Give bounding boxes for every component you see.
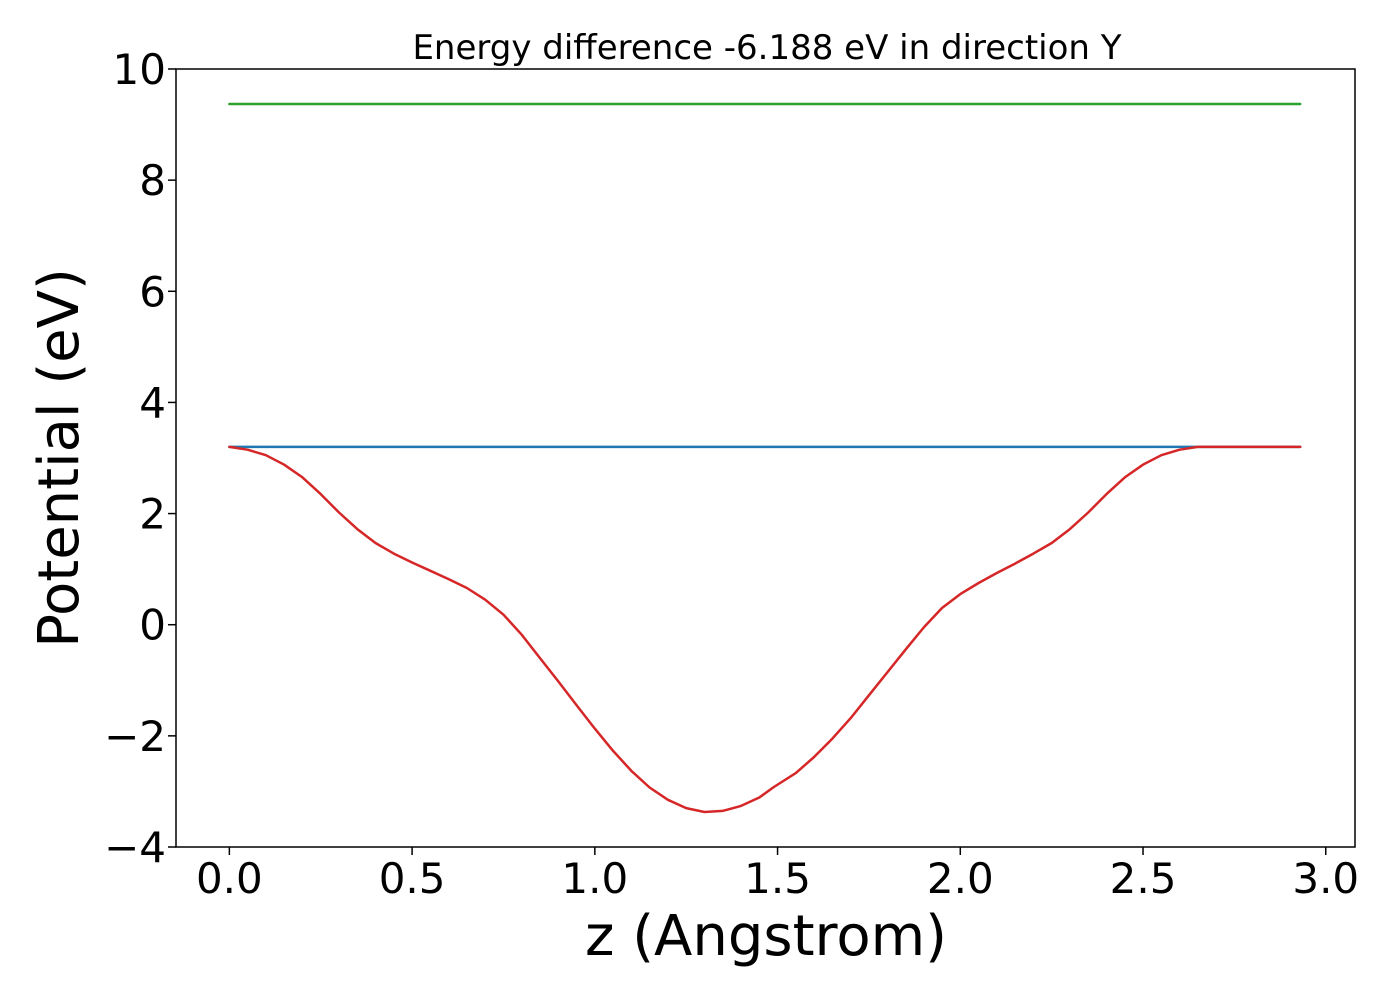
x-tick-label: 0.0 [196, 854, 263, 903]
x-tick-label: 2.5 [1110, 854, 1177, 903]
x-tick-label: 1.5 [744, 854, 811, 903]
plot-frame [175, 68, 1356, 848]
x-tick-label: 3.0 [1292, 854, 1359, 903]
x-tick-label: 0.5 [379, 854, 446, 903]
x-axis-ticks: 0.0 0.5 1.0 1.5 2.0 2.5 3.0 [196, 847, 1359, 903]
y-tick-label: 4 [139, 378, 166, 427]
y-axis-label: Potential (eV) [27, 268, 92, 648]
chart-title: Energy difference -6.188 eV in direction… [412, 28, 1121, 68]
x-axis-label: z (Angstrom) [585, 904, 947, 969]
y-tick-label: 0 [139, 601, 166, 650]
y-tick-label: 10 [113, 45, 166, 94]
series-line-2 [228, 445, 1302, 814]
x-tick-label: 2.0 [927, 854, 994, 903]
y-tick-label: −2 [104, 712, 166, 761]
y-tick-label: −4 [104, 823, 166, 872]
series-layer [228, 102, 1302, 814]
y-tick-label: 2 [139, 490, 166, 539]
y-axis-ticks: −4 −2 0 2 4 6 8 10 [104, 45, 176, 872]
x-tick-label: 1.0 [561, 854, 628, 903]
y-tick-label: 6 [139, 267, 166, 316]
y-tick-label: 8 [139, 156, 166, 205]
